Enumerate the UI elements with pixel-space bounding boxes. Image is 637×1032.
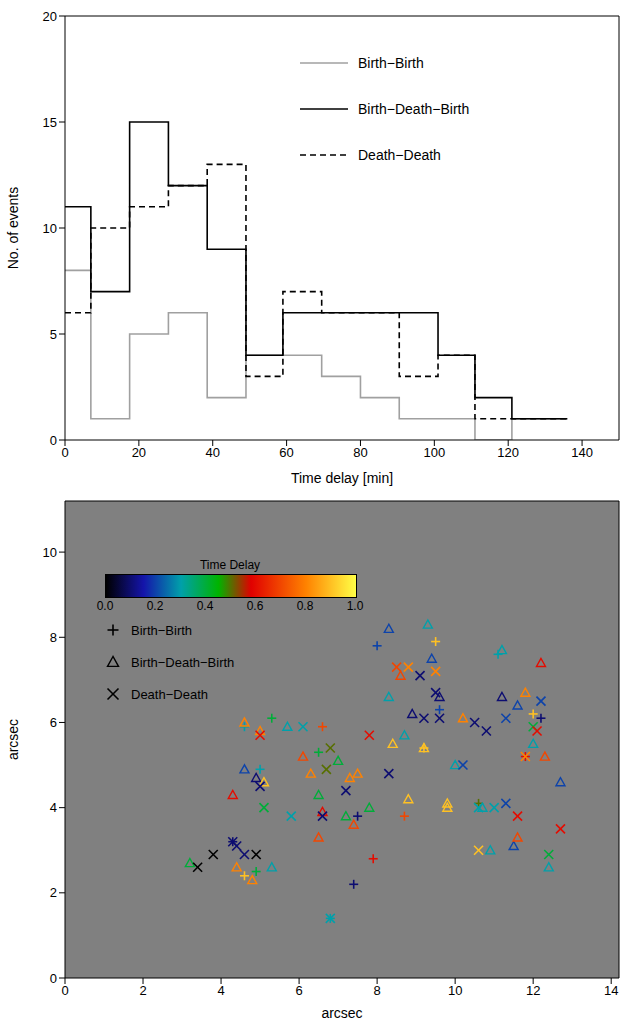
html-text:Time Delay: Time Delay xyxy=(199,558,261,572)
html-text:0.2: 0.2 xyxy=(146,599,164,613)
html-text:0.0: 0.0 xyxy=(96,599,114,613)
html-text:Birth−Death−Birth: Birth−Death−Birth xyxy=(358,101,470,117)
svg-text:2: 2 xyxy=(139,983,146,998)
svg-text:100: 100 xyxy=(423,445,445,460)
svg-text:12: 12 xyxy=(526,983,540,998)
svg-text:14: 14 xyxy=(604,983,618,998)
svg-text:15: 15 xyxy=(43,115,57,130)
html-text:Birth−Birth: Birth−Birth xyxy=(358,55,424,71)
svg-text:6: 6 xyxy=(295,983,302,998)
svg-text:6: 6 xyxy=(50,715,57,730)
svg-text:4: 4 xyxy=(50,800,57,815)
svg-text:20: 20 xyxy=(43,9,57,24)
svg-text:0: 0 xyxy=(50,971,57,986)
svg-text:No. of events: No. of events xyxy=(5,187,21,270)
svg-text:80: 80 xyxy=(353,445,367,460)
svg-text:40: 40 xyxy=(205,445,219,460)
svg-text:0: 0 xyxy=(61,445,68,460)
svg-text:10: 10 xyxy=(43,545,57,560)
svg-text:8: 8 xyxy=(373,983,380,998)
html-text:Death−Death: Death−Death xyxy=(131,686,208,702)
svg-text:10: 10 xyxy=(448,983,462,998)
svg-text:20: 20 xyxy=(132,445,146,460)
svg-text:5: 5 xyxy=(50,327,57,342)
svg-text:arcsec: arcsec xyxy=(5,719,21,760)
svg-text:8: 8 xyxy=(50,630,57,645)
svg-text:Time delay [min]: Time delay [min] xyxy=(291,470,393,486)
html-text:0.6: 0.6 xyxy=(246,599,264,613)
svg-text:arcsec: arcsec xyxy=(321,1005,362,1021)
html-text:0.8: 0.8 xyxy=(296,599,314,613)
svg-text:120: 120 xyxy=(497,445,519,460)
html-text:Birth−Death−Birth: Birth−Death−Birth xyxy=(131,654,235,670)
svg-text:10: 10 xyxy=(43,221,57,236)
html-text:Death−Death: Death−Death xyxy=(358,147,441,163)
svg-text:140: 140 xyxy=(571,445,593,460)
svg-text:2: 2 xyxy=(50,885,57,900)
svg-text:0: 0 xyxy=(50,433,57,448)
svg-text:4: 4 xyxy=(217,983,224,998)
svg-text:60: 60 xyxy=(279,445,293,460)
svg-text:0: 0 xyxy=(61,983,68,998)
html-text:1.0: 1.0 xyxy=(346,599,364,613)
html-text:Birth−Birth: Birth−Birth xyxy=(131,622,193,638)
html-text:0.4: 0.4 xyxy=(196,599,214,613)
